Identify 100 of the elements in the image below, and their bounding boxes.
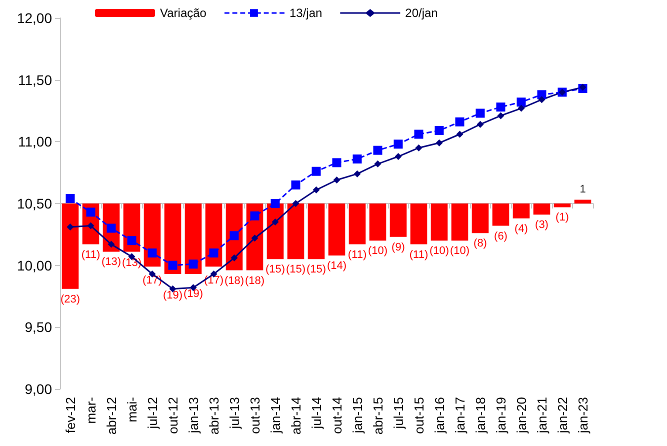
x-tick-label: jul-12 (144, 397, 160, 430)
x-tick-label: fev-12 (62, 397, 78, 434)
data-label: (6) (494, 230, 508, 242)
point (292, 200, 300, 207)
x-tick-label: abr-12 (104, 397, 119, 435)
x-tick-label: jan-20 (514, 397, 529, 434)
point (209, 248, 218, 258)
legend-label: Variação (160, 6, 207, 20)
point (108, 240, 115, 248)
data-label: (19) (162, 289, 183, 302)
data-label: (15) (306, 264, 326, 276)
data-label: (8) (474, 238, 487, 250)
x-tick-label: jan-23 (575, 397, 590, 434)
point (188, 260, 198, 269)
y-tick-label: 11,00 (18, 134, 52, 150)
point (87, 222, 94, 230)
data-label: (10) (429, 245, 450, 258)
x-tick-label: out-15 (411, 397, 426, 434)
data-label: (11) (409, 248, 428, 261)
point (148, 248, 157, 258)
point (394, 153, 402, 160)
point (497, 112, 504, 120)
data-label: (23) (60, 293, 80, 306)
point (373, 146, 382, 155)
point (455, 117, 464, 126)
point (434, 126, 444, 136)
point (374, 160, 382, 168)
y-tick-label: 9,00 (24, 381, 52, 397)
point (352, 154, 362, 164)
point (456, 130, 464, 138)
point (476, 120, 484, 128)
point (476, 108, 485, 118)
y-tick-label: 11,50 (18, 72, 52, 88)
point (312, 166, 321, 176)
data-label: (10) (450, 245, 470, 258)
data-label: (11) (348, 248, 367, 261)
point (496, 102, 506, 112)
x-tick-label: jan-17 (452, 397, 468, 434)
x-tick-label: jan-18 (472, 397, 488, 434)
data-label: (14) (326, 260, 347, 272)
x-tick-label: jan-21 (534, 397, 550, 434)
point (106, 224, 116, 233)
point (251, 234, 258, 242)
point (272, 218, 279, 226)
x-tick-label: abr-14 (288, 397, 304, 435)
point (516, 98, 526, 107)
x-tick-label: mar- (83, 397, 98, 424)
point (291, 180, 300, 190)
point (230, 231, 239, 240)
point (250, 211, 260, 220)
point (436, 139, 443, 146)
x-tick-label: abr-13 (206, 397, 222, 435)
legend-label: 20/jan (405, 6, 438, 20)
point (66, 194, 75, 204)
data-label: (11) (81, 248, 100, 261)
x-tick-label: jan-16 (432, 397, 447, 434)
data-label: (10) (368, 245, 388, 258)
x-tick-label: abr-15 (370, 397, 386, 435)
point (415, 144, 422, 152)
point (127, 236, 136, 246)
data-label: (18) (224, 274, 244, 287)
point (270, 199, 280, 208)
point (538, 96, 546, 104)
point (333, 176, 340, 184)
x-tick-label: jan-19 (493, 397, 508, 434)
point (230, 254, 238, 262)
x-tick-label: jul-13 (226, 397, 242, 430)
data-label: (3) (535, 219, 548, 232)
data-label: (18) (244, 274, 265, 287)
x-tick-label: out-12 (165, 397, 180, 434)
y-tick-label: 10,50 (16, 196, 52, 212)
point (518, 104, 525, 112)
x-tick-label: out-14 (329, 397, 344, 434)
legend-label: 13/jan (289, 6, 322, 20)
x-tick-label: out-13 (247, 397, 262, 434)
point (394, 140, 403, 149)
data-label: (1) (556, 212, 569, 224)
x-tick-label: jul-14 (308, 397, 324, 430)
data-label: 1 (580, 183, 586, 196)
point (86, 208, 96, 217)
point (312, 186, 320, 194)
x-tick-label: jan-14 (268, 397, 283, 434)
x-tick-label: jan-22 (554, 397, 570, 434)
x-tick-label: mai- (124, 397, 140, 422)
y-tick-label: 10,00 (16, 257, 52, 274)
data-label: (9) (392, 241, 405, 254)
point (332, 158, 342, 168)
data-label: (13) (101, 256, 122, 268)
y-tick-label: 9,50 (24, 319, 52, 336)
x-tick-label: jan-13 (186, 397, 201, 434)
point (414, 130, 424, 139)
point (354, 170, 361, 178)
data-label: (15) (286, 264, 306, 276)
point (168, 260, 178, 270)
point (66, 223, 74, 230)
x-tick-label: jan-15 (350, 397, 365, 434)
y-tick-label: 12,00 (16, 10, 52, 26)
data-label: (4) (514, 222, 528, 235)
data-label: (15) (265, 264, 286, 276)
x-tick-label: jul-15 (390, 397, 406, 430)
